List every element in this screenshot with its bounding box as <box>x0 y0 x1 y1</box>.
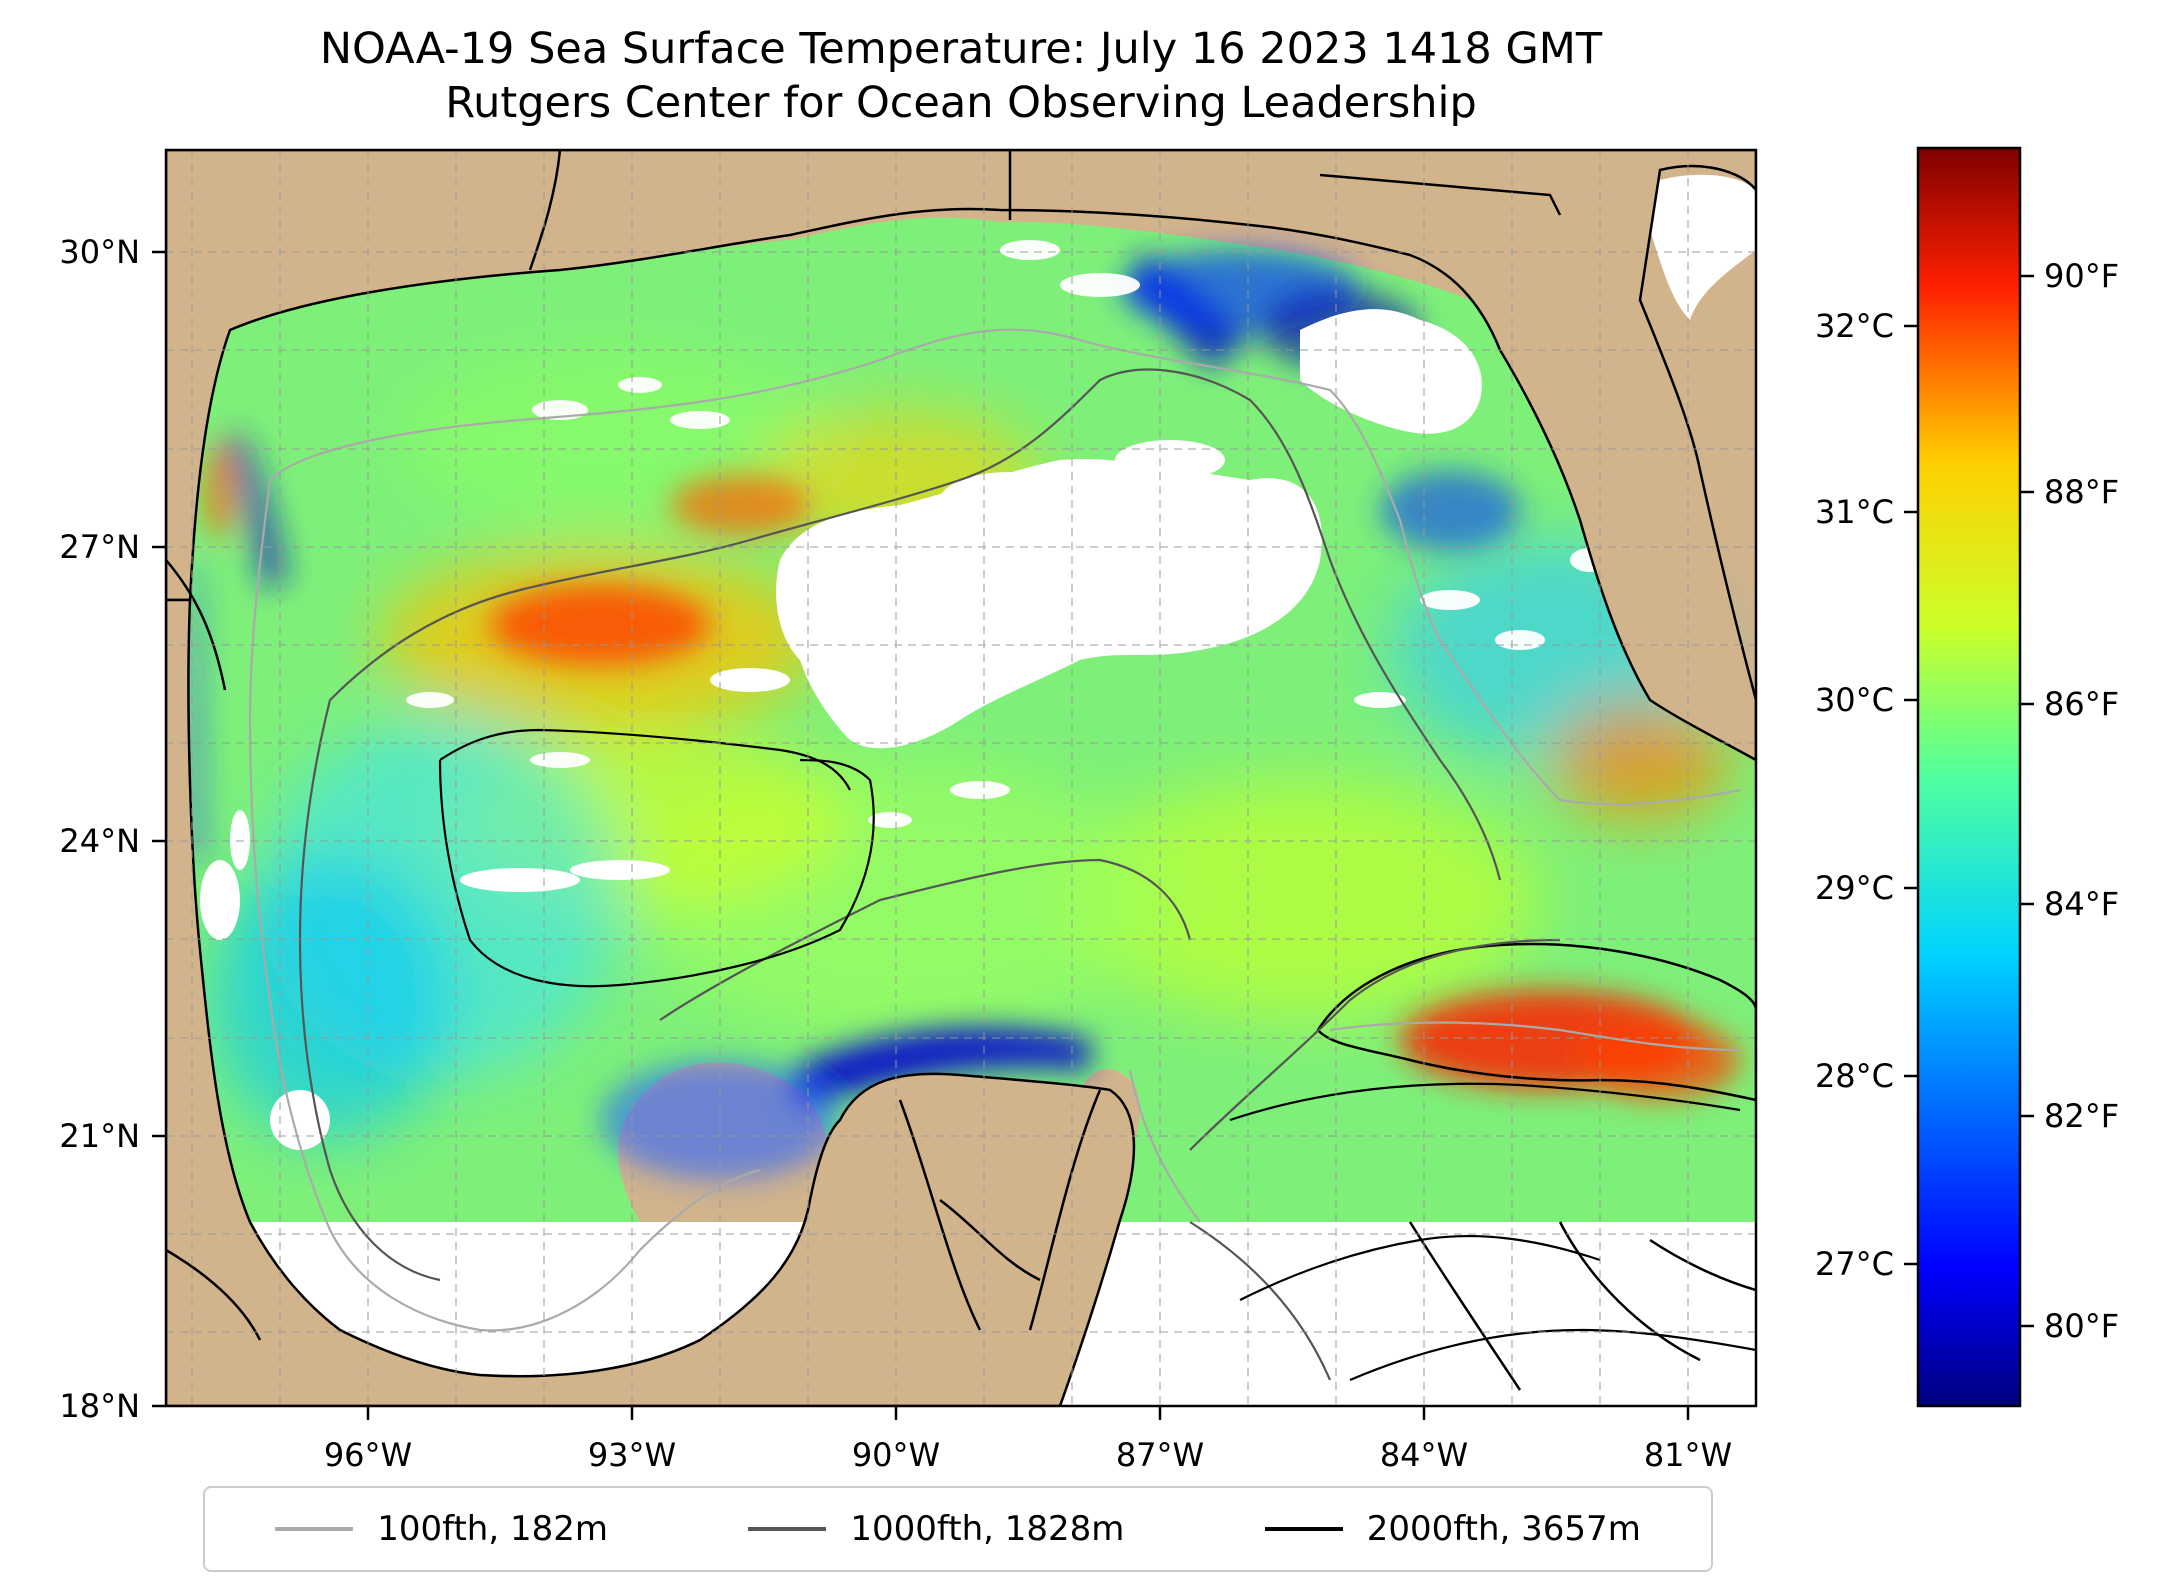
legend-label-2000fth: 2000fth, 3657m <box>1366 1509 1641 1549</box>
celsius-tick-labels: 32°C 31°C 30°C 29°C 28°C 27°C <box>1815 307 1894 1283</box>
fahrenheit-tick-84: 84°F <box>2044 885 2119 923</box>
legend-label-100fth: 100fth, 182m <box>377 1509 608 1549</box>
celsius-tick-27: 27°C <box>1815 1245 1894 1283</box>
fahrenheit-tick-90: 90°F <box>2044 257 2119 295</box>
legend-label-1000fth: 1000fth, 1828m <box>850 1509 1125 1549</box>
lat-tick-18n: 18°N <box>59 1387 140 1425</box>
contour-1000fth <box>298 368 1561 1381</box>
lon-tick-96w: 96°W <box>324 1436 412 1474</box>
contour-legend: 100fth, 182m 1000fth, 1828m 2000fth, 365… <box>203 1486 1713 1572</box>
fahrenheit-tick-82: 82°F <box>2044 1097 2119 1135</box>
map-plot-area <box>166 150 1756 1406</box>
fahrenheit-tick-80: 80°F <box>2044 1307 2119 1345</box>
fahrenheit-ticks <box>2020 274 2034 1328</box>
title-line-1: NOAA-19 Sea Surface Temperature: July 16… <box>319 24 1603 74</box>
legend-line-100fth <box>275 1527 354 1531</box>
celsius-tick-30: 30°C <box>1815 681 1894 719</box>
map-frame <box>164 148 1758 1408</box>
lon-tick-labels: 96°W 93°W 90°W 87°W 84°W 81°W <box>324 1436 1732 1474</box>
colorbar <box>1916 146 2022 1408</box>
lat-tick-labels: 30°N 27°N 24°N 21°N 18°N <box>59 233 140 1425</box>
legend-line-1000fth <box>748 1527 827 1531</box>
fahrenheit-tick-86: 86°F <box>2044 685 2119 723</box>
lon-tick-90w: 90°W <box>852 1436 940 1474</box>
legend-item-2000fth: 2000fth, 3657m <box>1264 1509 1641 1549</box>
celsius-tick-32: 32°C <box>1815 307 1894 345</box>
legend-item-100fth: 100fth, 182m <box>275 1509 608 1549</box>
celsius-tick-29: 29°C <box>1815 869 1894 907</box>
lat-tick-24n: 24°N <box>59 822 140 860</box>
lat-tick-21n: 21°N <box>59 1117 140 1155</box>
fahrenheit-tick-labels: 90°F 88°F 86°F 84°F 82°F 80°F <box>2044 257 2119 1345</box>
contour-2000fth <box>438 728 1756 1382</box>
coastlines <box>166 150 1756 1406</box>
lat-tick-30n: 30°N <box>59 233 140 271</box>
celsius-tick-28: 28°C <box>1815 1057 1894 1095</box>
legend-item-1000fth: 1000fth, 1828m <box>748 1509 1124 1549</box>
legend-line-2000fth <box>1264 1527 1343 1531</box>
fahrenheit-tick-88: 88°F <box>2044 473 2119 511</box>
cloud-fragments <box>406 240 1610 828</box>
lon-tick-84w: 84°W <box>1380 1436 1468 1474</box>
cloud-mask <box>200 174 1756 1150</box>
lon-tick-93w: 93°W <box>588 1436 676 1474</box>
tick-marks <box>152 250 1690 1420</box>
lat-tick-27n: 27°N <box>59 528 140 566</box>
lon-tick-87w: 87°W <box>1116 1436 1204 1474</box>
title-line-2: Rutgers Center for Ocean Observing Leade… <box>445 78 1477 128</box>
borders <box>166 150 1756 1391</box>
celsius-ticks <box>1904 324 1918 1266</box>
celsius-tick-31: 31°C <box>1815 493 1894 531</box>
lon-tick-81w: 81°W <box>1644 1436 1732 1474</box>
